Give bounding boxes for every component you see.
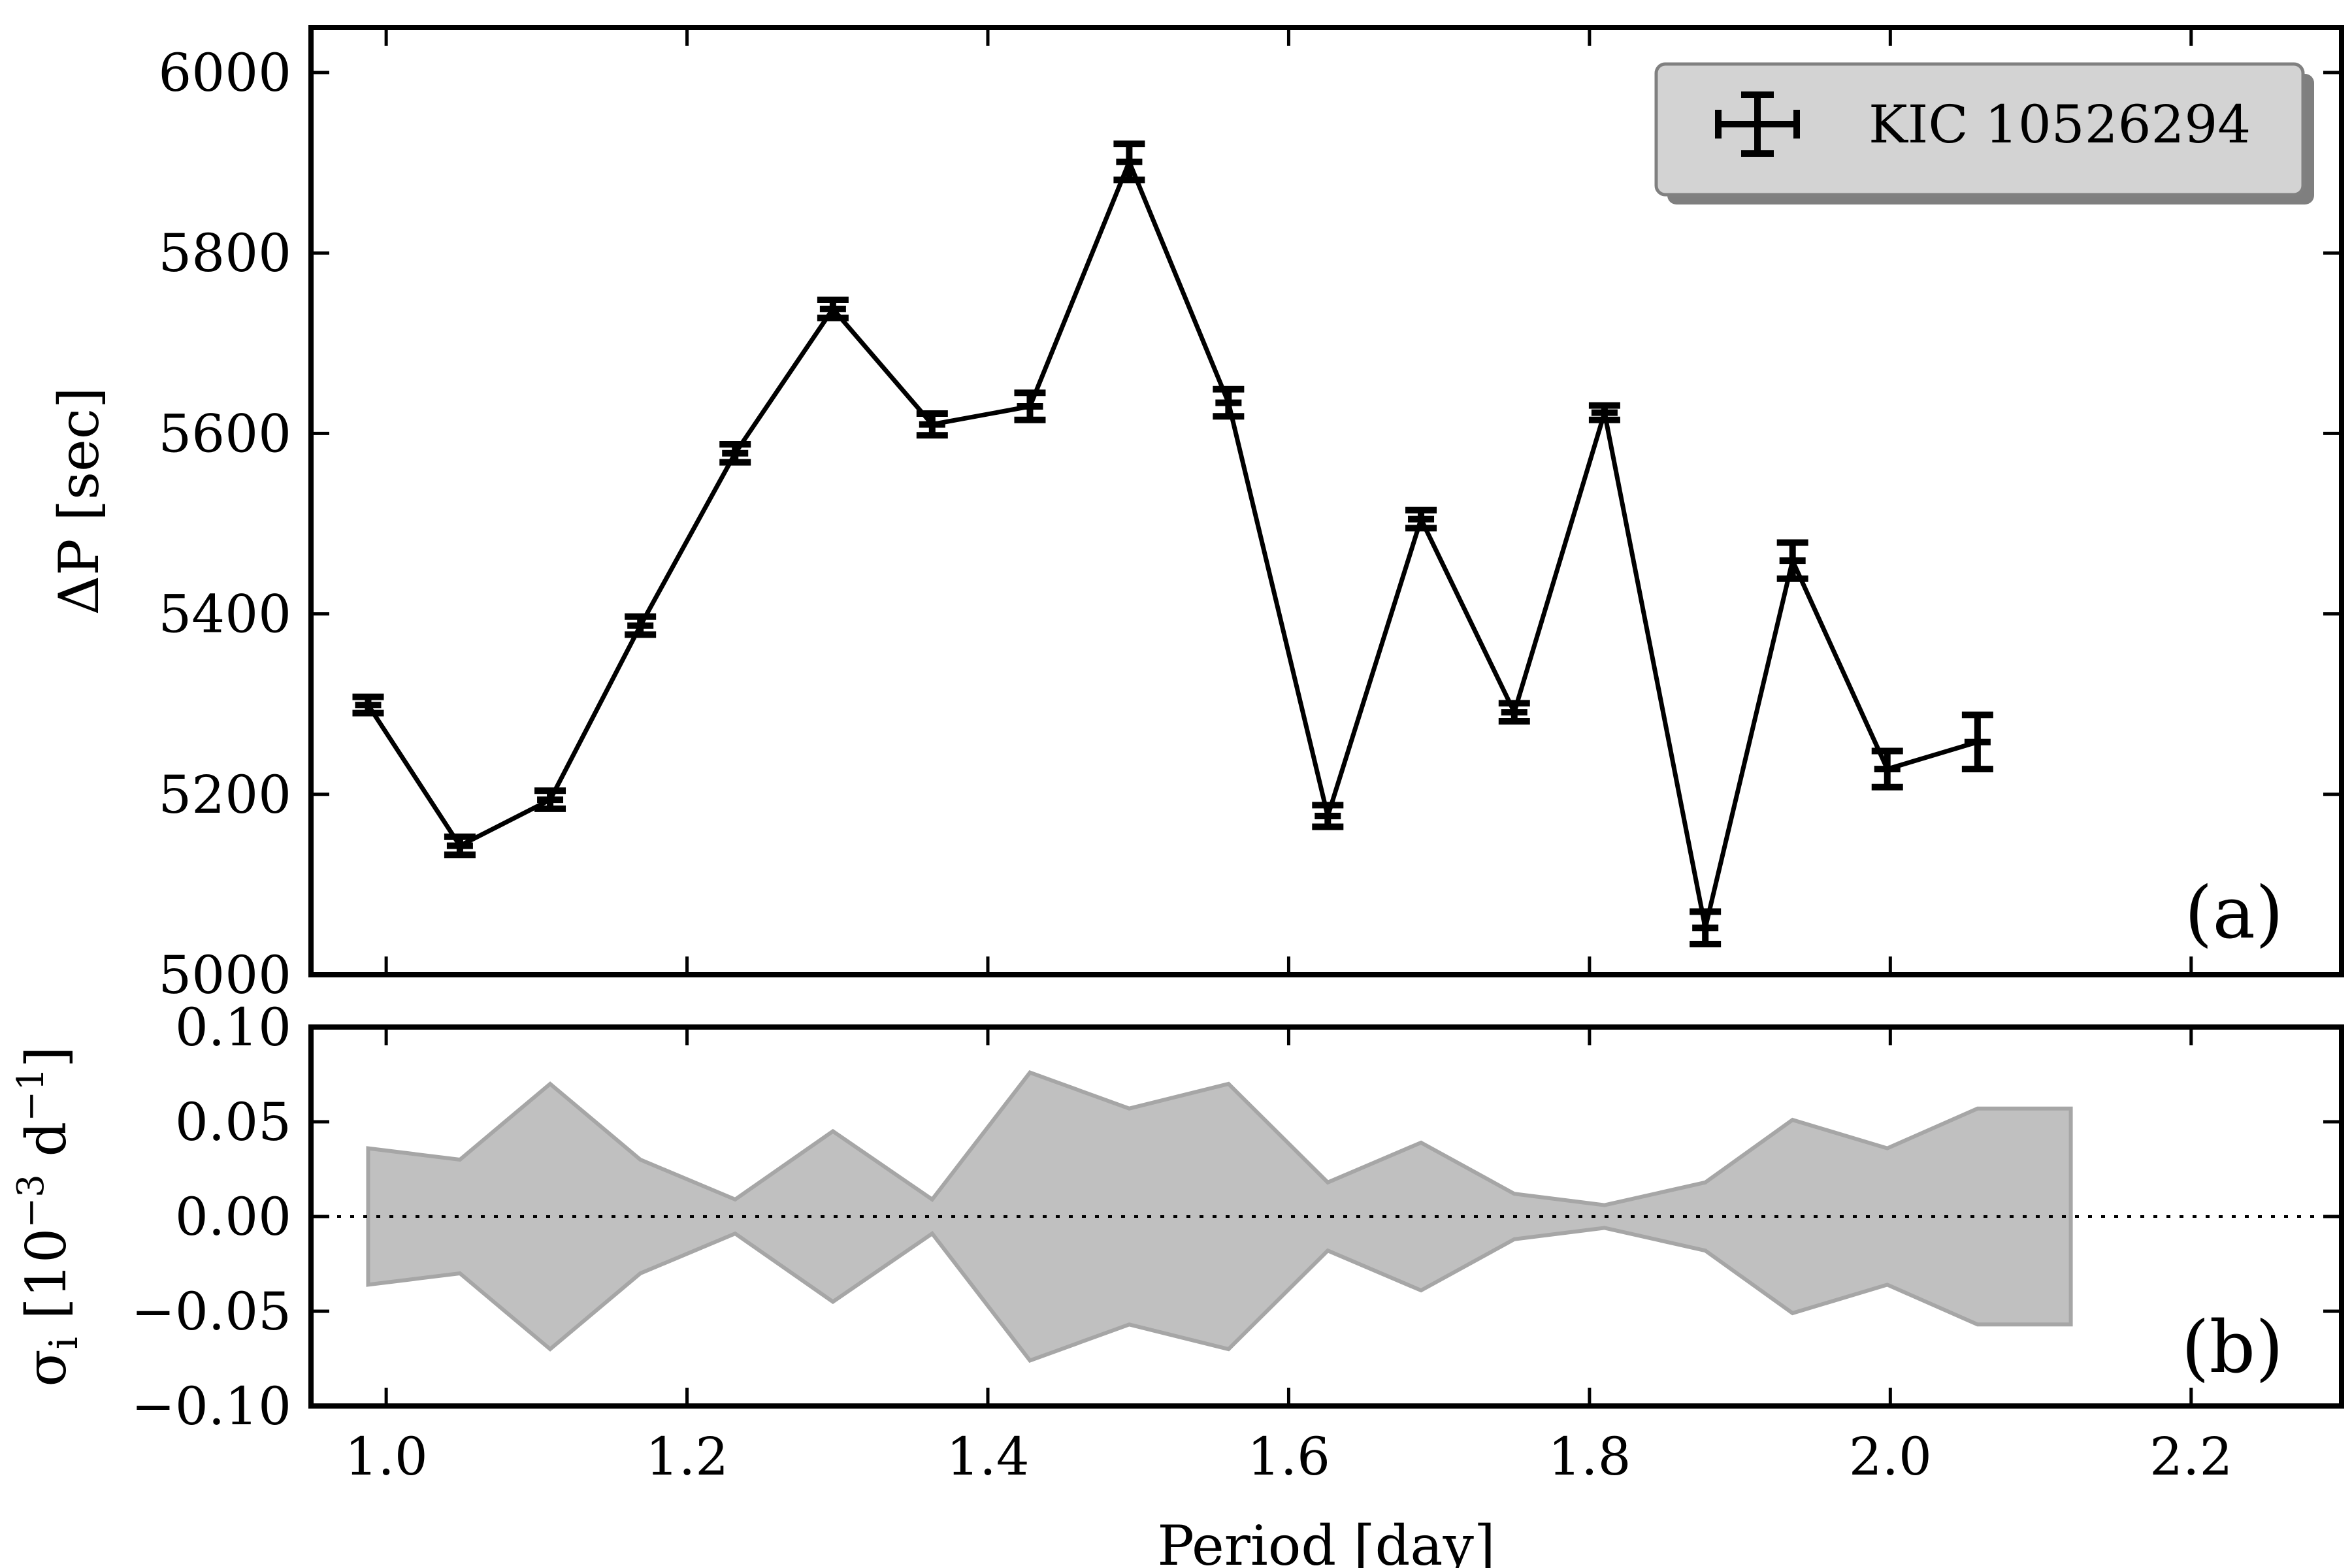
data-point: [1588, 402, 1620, 423]
panel-a-y-tick-label: 5600: [158, 403, 291, 464]
data-point: [1312, 802, 1344, 830]
data-point: [1776, 539, 1808, 582]
data-point: [444, 833, 476, 858]
data-point: [1871, 747, 1903, 791]
panel-a-y-tick-label: 5400: [158, 584, 291, 645]
panel-b-label: (b): [2181, 1305, 2283, 1389]
data-point: [1014, 389, 1046, 423]
panel-b-y-axis-label: σi [10−3 d−1]: [10, 1046, 87, 1386]
panel-a-y-axis-label: ΔP [sec]: [47, 387, 111, 615]
legend: KIC 10526294: [1654, 62, 2314, 204]
data-point: [817, 297, 849, 321]
data-point: [1690, 908, 1722, 948]
sigma-band: [366, 1070, 2073, 1363]
x-tick-label: 2.2: [2149, 1426, 2232, 1487]
data-point: [1498, 700, 1530, 725]
panel-a-y-tick-label: 5000: [158, 945, 291, 1005]
panel-b-y-tick-label: −0.05: [131, 1281, 291, 1342]
panel-a-label: (a): [2185, 871, 2283, 955]
x-axis-label: Period [day]: [1157, 1514, 1495, 1568]
panel-a-y-tick-label: 6000: [158, 42, 291, 103]
data-point: [1961, 711, 1993, 773]
x-tick-label: 2.0: [1849, 1426, 1932, 1487]
panel-b-sigma-chart: −0.10 −0.05 0.00 0.05 0.10 1.0 1.2 1.4 1.6 1.8 2.…: [10, 997, 2344, 1568]
legend-box: [1654, 62, 2305, 197]
panel-a-frame: [308, 25, 2344, 977]
data-point: [1113, 140, 1145, 184]
legend-label: KIC 10526294: [1869, 94, 2251, 155]
panel-b-y-tick-label: 0.05: [175, 1092, 291, 1152]
panel-b-y-tick-label: −0.10: [131, 1376, 291, 1437]
data-point: [534, 787, 566, 812]
data-point: [352, 693, 384, 717]
panel-b-y-tick-label: 0.00: [175, 1186, 291, 1247]
data-point: [916, 410, 948, 439]
data-point: [625, 613, 657, 638]
panel-a-y-tick-label: 5800: [158, 223, 291, 284]
panel-a-y-tick-label: 5200: [158, 764, 291, 825]
legend-marker: [1715, 91, 1800, 157]
series-line: [366, 159, 1978, 930]
x-tick-label: 1.0: [344, 1426, 427, 1487]
x-tick-label: 1.8: [1548, 1426, 1631, 1487]
panel-b-y-tick-label: 0.10: [175, 997, 291, 1058]
x-tick-label: 1.6: [1247, 1426, 1330, 1487]
data-point: [1405, 506, 1437, 532]
panel-a-deltap-chart: 5000 5200 5400 5600 5800 6000 ΔP [sec] (a) KI…: [47, 25, 2344, 1005]
x-tick-label: 1.2: [645, 1426, 728, 1487]
x-tick-label: 1.4: [946, 1426, 1029, 1487]
data-point: [719, 441, 751, 466]
data-point: [1213, 385, 1245, 420]
